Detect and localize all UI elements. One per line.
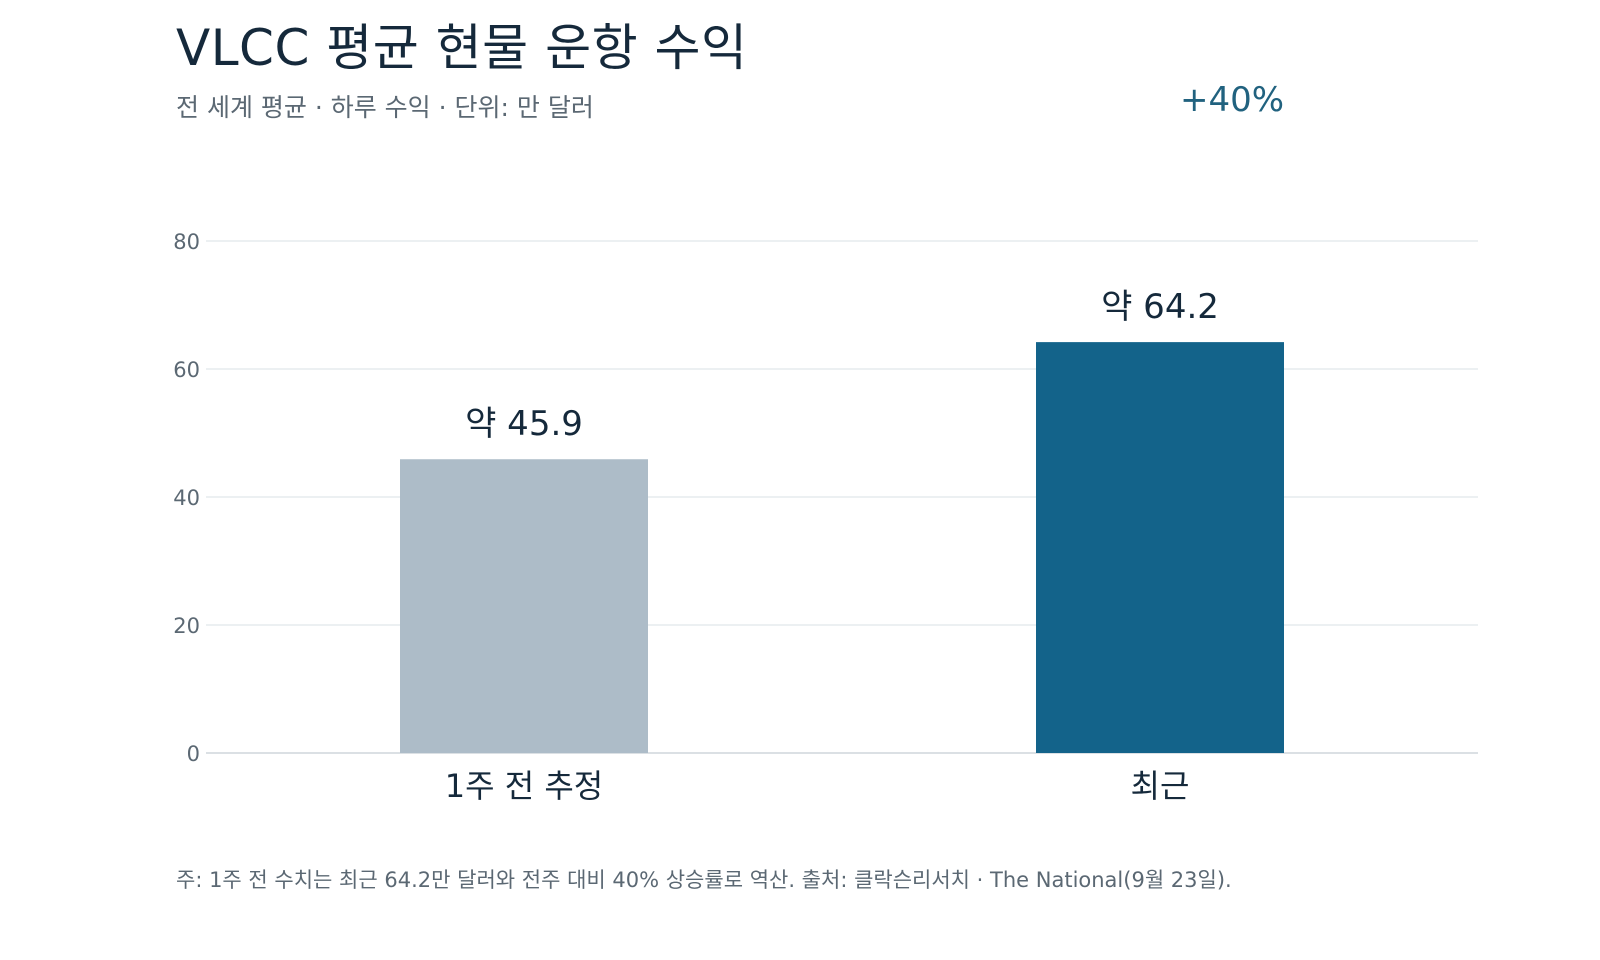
- data-label-2: 약 64.2: [1101, 287, 1219, 327]
- bar-1: [400, 459, 648, 753]
- y-tick-label-40: 40: [173, 486, 200, 510]
- chart-title: VLCC 평균 현물 운항 수익: [176, 19, 748, 77]
- y-axis-ticks: 0 20 40 60 80: [173, 230, 200, 766]
- data-labels: 약 45.9 약 64.2: [465, 287, 1219, 444]
- bar-2: [1036, 342, 1284, 753]
- change-annotation: +40%: [1180, 80, 1285, 120]
- y-tick-label-60: 60: [173, 358, 200, 382]
- y-tick-label-20: 20: [173, 614, 200, 638]
- x-axis-categories: 1주 전 추정 최근: [445, 767, 1190, 805]
- source-footnote: 주: 1주 전 수치는 최근 64.2만 달러와 전주 대비 40% 상승률로 …: [176, 868, 1232, 892]
- y-tick-label-80: 80: [173, 230, 200, 254]
- chart-subtitle: 전 세계 평균 · 하루 수익 · 단위: 만 달러: [176, 93, 594, 122]
- category-label-2: 최근: [1131, 767, 1190, 805]
- category-label-1: 1주 전 추정: [445, 767, 603, 805]
- data-label-1: 약 45.9: [465, 404, 583, 444]
- gridlines: [206, 240, 1478, 754]
- bars: [400, 342, 1284, 753]
- y-tick-label-0: 0: [187, 742, 200, 766]
